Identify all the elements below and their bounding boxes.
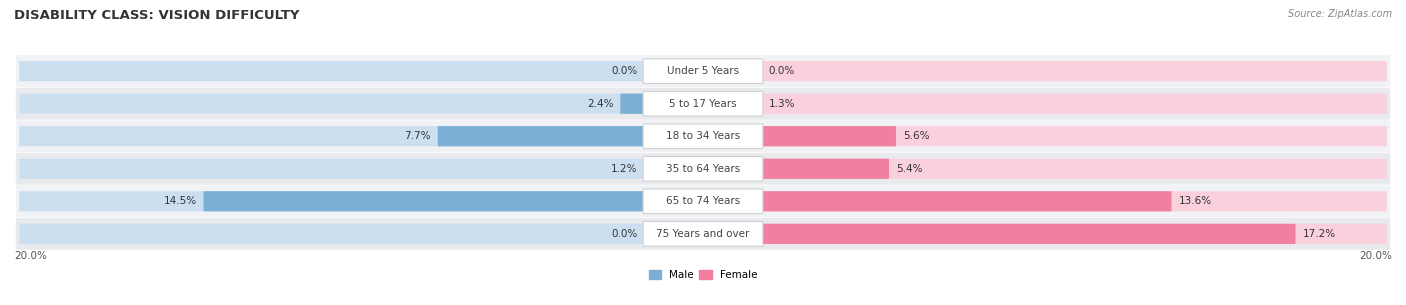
Text: 5.4%: 5.4%	[896, 164, 922, 174]
FancyBboxPatch shape	[15, 55, 1391, 87]
Text: 17.2%: 17.2%	[1302, 229, 1336, 239]
Text: 20.0%: 20.0%	[14, 251, 46, 261]
FancyBboxPatch shape	[20, 224, 644, 244]
FancyBboxPatch shape	[15, 218, 1391, 250]
FancyBboxPatch shape	[643, 124, 763, 149]
Text: 13.6%: 13.6%	[1178, 196, 1212, 206]
FancyBboxPatch shape	[20, 61, 644, 81]
FancyBboxPatch shape	[762, 224, 1386, 244]
FancyBboxPatch shape	[15, 185, 1391, 217]
FancyBboxPatch shape	[643, 221, 763, 246]
Text: 1.2%: 1.2%	[612, 164, 637, 174]
FancyBboxPatch shape	[703, 191, 1171, 211]
Text: 0.0%: 0.0%	[612, 229, 637, 239]
Text: Source: ZipAtlas.com: Source: ZipAtlas.com	[1288, 9, 1392, 19]
FancyBboxPatch shape	[15, 153, 1391, 185]
Text: 75 Years and over: 75 Years and over	[657, 229, 749, 239]
FancyBboxPatch shape	[762, 126, 1386, 146]
FancyBboxPatch shape	[204, 191, 703, 211]
FancyBboxPatch shape	[643, 189, 763, 214]
Text: 1.3%: 1.3%	[769, 99, 794, 109]
FancyBboxPatch shape	[643, 156, 763, 181]
Text: 35 to 64 Years: 35 to 64 Years	[666, 164, 740, 174]
FancyBboxPatch shape	[703, 94, 748, 114]
Legend: Male, Female: Male, Female	[648, 270, 758, 280]
FancyBboxPatch shape	[662, 159, 703, 179]
FancyBboxPatch shape	[643, 59, 763, 84]
Text: 5 to 17 Years: 5 to 17 Years	[669, 99, 737, 109]
FancyBboxPatch shape	[15, 88, 1391, 120]
Text: Under 5 Years: Under 5 Years	[666, 66, 740, 76]
Text: 65 to 74 Years: 65 to 74 Years	[666, 196, 740, 206]
Text: 2.4%: 2.4%	[586, 99, 613, 109]
Text: DISABILITY CLASS: VISION DIFFICULTY: DISABILITY CLASS: VISION DIFFICULTY	[14, 9, 299, 22]
FancyBboxPatch shape	[762, 61, 1386, 81]
Text: 14.5%: 14.5%	[163, 196, 197, 206]
FancyBboxPatch shape	[762, 191, 1386, 211]
FancyBboxPatch shape	[15, 120, 1391, 152]
FancyBboxPatch shape	[620, 94, 703, 114]
Text: 7.7%: 7.7%	[405, 131, 430, 141]
Text: 20.0%: 20.0%	[1360, 251, 1392, 261]
FancyBboxPatch shape	[703, 126, 896, 146]
Text: 5.6%: 5.6%	[903, 131, 929, 141]
FancyBboxPatch shape	[643, 91, 763, 116]
FancyBboxPatch shape	[762, 94, 1386, 114]
Text: 0.0%: 0.0%	[612, 66, 637, 76]
FancyBboxPatch shape	[20, 191, 644, 211]
Text: 18 to 34 Years: 18 to 34 Years	[666, 131, 740, 141]
Text: 0.0%: 0.0%	[769, 66, 794, 76]
FancyBboxPatch shape	[703, 159, 889, 179]
FancyBboxPatch shape	[762, 159, 1386, 179]
FancyBboxPatch shape	[20, 159, 644, 179]
FancyBboxPatch shape	[703, 224, 1295, 244]
FancyBboxPatch shape	[437, 126, 703, 146]
FancyBboxPatch shape	[20, 126, 644, 146]
FancyBboxPatch shape	[20, 94, 644, 114]
